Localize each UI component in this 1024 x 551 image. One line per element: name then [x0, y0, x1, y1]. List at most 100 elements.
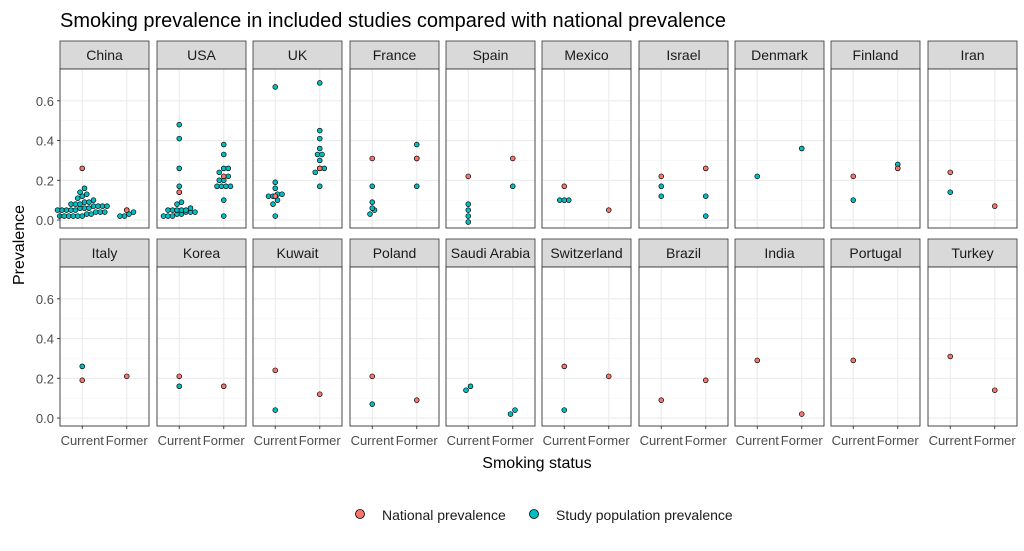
- study-point: [272, 84, 279, 90]
- panel-background: [831, 267, 920, 426]
- x-tick-label: Current: [832, 433, 876, 448]
- facet-label: Saudi Arabia: [451, 245, 531, 261]
- panel-points: [754, 145, 805, 180]
- national-point: [369, 373, 376, 380]
- facet-panel-saudi-arabia: Saudi Arabia: [445, 238, 536, 427]
- national-point: [658, 397, 664, 403]
- study-point: [798, 145, 805, 152]
- facet-panel-india: India: [734, 238, 825, 427]
- panel-points: [561, 363, 612, 413]
- panel-border: [349, 266, 440, 427]
- study-point: [90, 203, 97, 209]
- x-tick-label: Former: [203, 433, 246, 448]
- x-tick-label: Current: [640, 433, 684, 448]
- national-point: [123, 207, 130, 213]
- study-point: [221, 151, 227, 158]
- study-point: [174, 207, 180, 213]
- facet-panel-usa: USA: [156, 40, 247, 229]
- facet-label: Kuwait: [276, 245, 318, 261]
- panel-background: [253, 267, 342, 426]
- study-point: [97, 209, 103, 215]
- panel-border: [734, 68, 825, 229]
- x-tick-label: Current: [929, 433, 973, 448]
- study-point: [225, 165, 232, 172]
- study-point: [221, 165, 227, 172]
- national-point: [702, 377, 709, 384]
- y-tick-label: 0.6: [36, 94, 54, 109]
- facet-panel-uk: UK: [252, 40, 343, 229]
- panel-background: [928, 69, 1017, 228]
- study-point: [70, 213, 76, 219]
- x-tick-label: Current: [61, 433, 105, 448]
- national-point: [561, 363, 567, 370]
- national-point: [414, 155, 420, 162]
- facet-panel-turkey: Turkey: [927, 238, 1018, 427]
- panel-grid: [542, 267, 631, 426]
- national-point: [850, 357, 856, 364]
- panel-background: [639, 69, 728, 228]
- national-point: [561, 183, 567, 190]
- legend-key: [355, 509, 365, 519]
- panel-border: [927, 266, 1018, 427]
- study-point: [169, 213, 176, 219]
- panel-border: [445, 68, 536, 229]
- panel-points: [160, 121, 234, 219]
- study-point: [77, 189, 83, 195]
- panel-grid: [350, 69, 439, 228]
- study-point: [72, 207, 79, 213]
- x-tick-label: Current: [158, 433, 202, 448]
- panel-points: [367, 141, 420, 217]
- facet-strip: [734, 238, 825, 268]
- national-point: [991, 387, 998, 393]
- panel-points: [79, 363, 130, 384]
- facet-panel-kuwait: Kuwait: [252, 238, 343, 427]
- y-axis-title: Prevalence: [11, 205, 28, 285]
- panel-border: [156, 266, 247, 427]
- facet-strip: [156, 40, 247, 70]
- study-point: [850, 197, 856, 203]
- panel-grid: [639, 267, 728, 426]
- panel-grid: [60, 69, 149, 228]
- study-point: [507, 411, 514, 417]
- study-point: [221, 213, 227, 219]
- panel-points: [272, 367, 323, 413]
- study-point: [270, 201, 276, 207]
- national-point: [79, 377, 85, 384]
- study-point: [72, 201, 79, 207]
- legend-item: National prevalence: [355, 507, 506, 523]
- study-point: [117, 213, 123, 219]
- facet-panel-finland: Finland: [830, 40, 921, 229]
- legend-key: [529, 509, 539, 519]
- study-point: [176, 383, 183, 390]
- study-point: [317, 80, 323, 86]
- national-point: [798, 411, 805, 417]
- facet-panel-portugal: Portugal: [830, 238, 921, 427]
- study-point: [176, 183, 183, 190]
- panel-points: [463, 383, 518, 417]
- panel-points: [54, 165, 137, 219]
- panel-grid: [446, 267, 535, 426]
- study-point: [121, 213, 128, 219]
- study-point: [104, 203, 110, 209]
- study-point: [183, 207, 189, 213]
- facet-strip: [252, 40, 343, 70]
- study-point: [227, 183, 234, 190]
- facet-panel-china: China: [54, 40, 150, 229]
- study-point: [176, 135, 183, 142]
- study-point: [658, 193, 664, 199]
- national-point: [754, 357, 760, 364]
- facet-panel-brazil: Brazil: [638, 238, 729, 427]
- panel-grid: [639, 69, 728, 228]
- facet-label: Korea: [183, 245, 221, 261]
- study-point: [130, 209, 137, 215]
- panel-border: [830, 68, 921, 229]
- facet-strip: [927, 238, 1018, 268]
- study-point: [561, 197, 567, 203]
- x-tick-label: Current: [351, 433, 395, 448]
- x-tick-label: Former: [299, 433, 342, 448]
- panel-grid: [446, 69, 535, 228]
- y-tick-label: 0.2: [36, 173, 54, 188]
- study-point: [465, 219, 472, 225]
- study-point: [54, 207, 61, 213]
- study-point: [216, 169, 223, 176]
